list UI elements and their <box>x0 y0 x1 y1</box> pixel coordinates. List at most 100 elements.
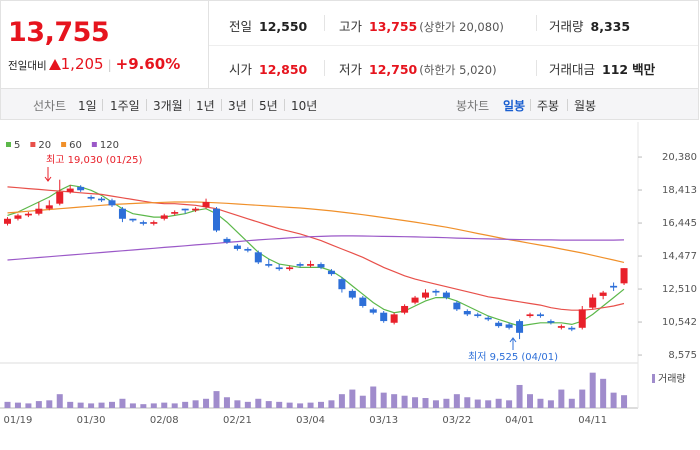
stat-value: 13,755 <box>369 19 418 34</box>
candle-body <box>87 196 95 199</box>
tab-group-label: 선차트 <box>33 99 67 113</box>
y-tick-label: 14,477 <box>662 251 697 262</box>
up-icon <box>48 59 61 70</box>
y-tick-label: 8,575 <box>668 350 697 361</box>
candle-body <box>296 264 304 266</box>
legend-swatch <box>61 142 67 147</box>
volume-bar <box>568 398 575 408</box>
candle-body <box>275 267 283 270</box>
candle-body <box>589 297 597 308</box>
stat-unit: 백만 <box>632 62 656 77</box>
candle-body <box>599 292 607 296</box>
ma-line <box>7 184 625 327</box>
volume-bar <box>67 401 74 408</box>
period-tab[interactable]: 5년 <box>259 99 278 113</box>
volume-bar <box>203 398 210 408</box>
volume-bar <box>88 403 95 408</box>
volume-bar <box>265 401 272 408</box>
period-tab[interactable]: 3년 <box>228 99 247 113</box>
y-tick-label: 10,542 <box>662 317 697 328</box>
candle-body <box>118 208 126 219</box>
x-tick-label: 02/21 <box>223 415 252 426</box>
candle-body <box>505 324 513 328</box>
period-tab[interactable]: 1일 <box>78 99 97 113</box>
change-row: 전일대비 1,205 | +9.60% <box>8 55 181 73</box>
candle-body <box>24 213 32 216</box>
volume-bar <box>46 400 53 408</box>
legend-label: 120 <box>100 140 119 151</box>
candle-body <box>390 314 398 323</box>
candle-body <box>547 321 555 323</box>
ma-line <box>7 235 625 261</box>
candle-body <box>202 201 210 208</box>
candle-body <box>192 208 200 211</box>
volume-bar <box>234 400 241 408</box>
volume-bar <box>109 401 115 408</box>
stat-value: 12,750 <box>369 62 418 77</box>
candle-body <box>327 270 335 275</box>
candle-body <box>557 326 565 328</box>
volume-bar <box>255 398 262 408</box>
candle-body <box>432 290 440 293</box>
volume-bar <box>412 397 419 408</box>
change-value: 1,205 <box>60 55 104 73</box>
volume-bar <box>621 395 628 408</box>
candle-body <box>369 309 377 313</box>
stat: 시가 12,850 <box>229 59 307 78</box>
period-tab[interactable]: 3개월 <box>153 99 183 113</box>
candle-body <box>495 322 503 327</box>
volume-bar <box>359 395 366 408</box>
volume-bar <box>14 402 21 408</box>
volume-bar <box>223 397 230 408</box>
volume-bar <box>432 400 439 408</box>
period-tab[interactable]: 일봉 <box>503 99 526 113</box>
candle-body <box>526 314 534 317</box>
ma-line <box>7 186 625 311</box>
period-tab[interactable]: 1주일 <box>110 99 140 113</box>
volume-bar <box>182 401 189 408</box>
low-annotation: 최저 9,525 (04/01) <box>468 351 558 363</box>
period-tab[interactable]: 1년 <box>196 99 215 113</box>
period-tab[interactable]: 월봉 <box>574 99 597 113</box>
candle-body <box>610 285 618 288</box>
volume-bar <box>307 402 314 408</box>
stat: 거래량 8,335 <box>549 16 630 35</box>
volume-bar <box>119 398 126 408</box>
candle-body <box>35 208 43 214</box>
volume-bar <box>495 398 502 408</box>
volume-bar <box>401 395 408 408</box>
x-tick-label: 01/30 <box>77 415 106 426</box>
stat-label: 시가 <box>229 62 253 77</box>
legend-label: 60 <box>69 140 82 151</box>
candle-body <box>484 317 492 320</box>
low-arrow <box>509 337 517 350</box>
volume-bar <box>516 384 523 408</box>
x-tick-label: 04/11 <box>578 415 607 426</box>
volume-bar <box>328 400 335 408</box>
candle-body <box>317 264 325 268</box>
quote-header: 13,755 전일대비 1,205 | +9.60% 전일 12,550 고가 13,75… <box>0 0 699 89</box>
candle-body <box>56 191 64 204</box>
legend-swatch <box>30 142 36 147</box>
stat: 거래대금 112 백만 <box>549 59 655 78</box>
candle-body <box>4 218 11 224</box>
volume-bar <box>192 400 199 408</box>
stat: 전일 12,550 <box>229 16 307 35</box>
y-tick-label: 18,413 <box>662 185 697 196</box>
candle-body <box>463 311 471 315</box>
change-label: 전일대비 <box>8 60 47 72</box>
stat: 저가 12,750 (하한가 5,020) <box>339 59 497 78</box>
volume-bar <box>276 401 283 408</box>
period-tab[interactable]: 10년 <box>291 99 318 113</box>
stat-label: 고가 <box>339 19 363 34</box>
volume-bar <box>4 401 11 408</box>
x-tick-label: 03/22 <box>442 415 471 426</box>
volume-bar <box>443 398 450 408</box>
candle-body <box>474 314 482 317</box>
volume-bar <box>161 402 168 408</box>
volume-bar <box>370 386 377 408</box>
volume-bar <box>129 403 136 408</box>
candle-body <box>411 297 419 303</box>
volume-bar <box>579 389 586 408</box>
period-tab[interactable]: 주봉 <box>537 99 560 113</box>
